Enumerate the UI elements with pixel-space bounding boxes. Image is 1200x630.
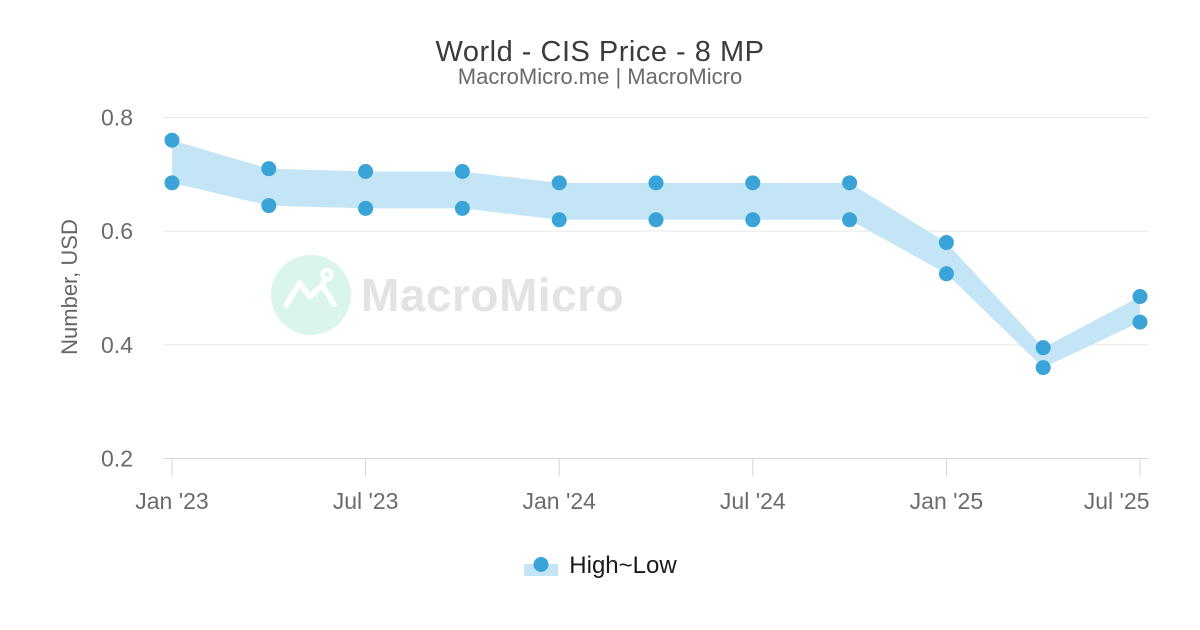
x-axis-tick-label: Jul '23 [333, 488, 399, 514]
macromicro-logo-icon [271, 255, 351, 335]
watermark: MacroMicro [271, 255, 624, 335]
data-point-low[interactable] [358, 200, 374, 216]
data-point-low[interactable] [648, 212, 664, 228]
data-point-low[interactable] [454, 200, 470, 216]
data-point-low[interactable] [551, 212, 567, 228]
y-axis-tick-label: 0.2 [101, 446, 133, 472]
y-axis-title: Number, USD [57, 219, 82, 355]
x-axis-tick-label: Jan '25 [910, 488, 983, 514]
legend-point-swatch [533, 557, 549, 572]
data-point-low[interactable] [938, 266, 954, 282]
legend: High~Low [0, 552, 1200, 580]
data-point-high[interactable] [842, 175, 858, 191]
x-axis-tick-label: Jul '25 [1084, 488, 1150, 514]
data-point-high[interactable] [745, 175, 761, 191]
data-point-low[interactable] [842, 212, 858, 228]
y-axis-tick-label: 0.4 [101, 332, 133, 358]
range-series-legend-icon [524, 557, 559, 576]
x-axis-tick-label: Jan '24 [522, 488, 596, 514]
data-point-high[interactable] [938, 235, 954, 251]
data-point-high[interactable] [1035, 340, 1051, 356]
data-point-low[interactable] [745, 212, 761, 228]
range-band[interactable] [172, 140, 1140, 368]
legend-item-high-low[interactable]: High~Low [523, 552, 677, 580]
data-point-low[interactable] [164, 175, 180, 191]
data-point-high[interactable] [164, 132, 180, 148]
data-point-low[interactable] [1132, 314, 1148, 330]
chart-title: World - CIS Price - 8 MP [435, 36, 765, 69]
watermark-brand-text: MacroMicro [361, 269, 625, 321]
data-point-low[interactable] [261, 198, 277, 214]
chart-subtitle: MacroMicro.me | MacroMicro [457, 64, 743, 89]
data-point-high[interactable] [454, 163, 470, 179]
x-axis-tick-label: Jan '23 [135, 488, 208, 514]
data-point-high[interactable] [551, 175, 567, 191]
data-point-high[interactable] [261, 161, 277, 177]
data-point-low[interactable] [1035, 360, 1051, 376]
data-point-high[interactable] [1132, 289, 1148, 305]
legend-label: High~Low [569, 552, 677, 579]
y-axis-tick-label: 0.8 [101, 105, 133, 131]
x-axis-tick-label: Jul '24 [720, 488, 786, 514]
y-axis-tick-label: 0.6 [101, 218, 133, 244]
data-point-high[interactable] [358, 163, 374, 179]
data-point-high[interactable] [648, 175, 664, 191]
